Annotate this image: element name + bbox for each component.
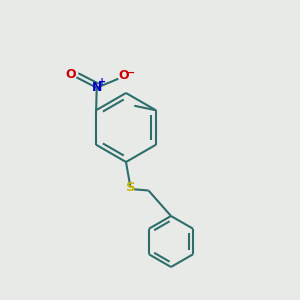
Text: O: O [118, 69, 129, 82]
Text: O: O [66, 68, 76, 81]
Text: −: − [126, 68, 136, 78]
Text: +: + [98, 77, 106, 87]
Text: N: N [92, 81, 102, 94]
Text: S: S [126, 181, 135, 194]
